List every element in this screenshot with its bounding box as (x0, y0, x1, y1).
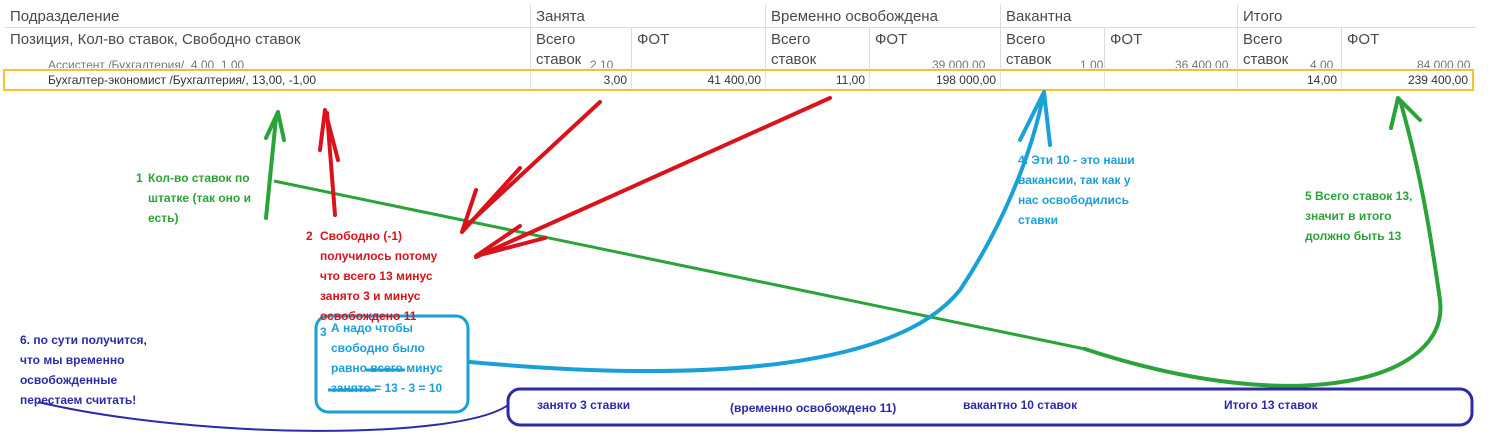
header-temp-total[interactable]: Всего ставок (766, 28, 870, 68)
annotation-3-text: А надо чтобы свободно было равно всего м… (331, 321, 443, 395)
partially-hidden-row-position: Ассистент /Бухгалтерия/, 4,00, 1,00 (48, 58, 245, 68)
header-occupied[interactable]: Занята (531, 5, 766, 28)
cell-temp-total[interactable]: 11,00 (766, 71, 870, 89)
header-subdivision[interactable]: Подразделение (5, 5, 531, 28)
header-sum-fot[interactable]: ФОТ (1347, 31, 1380, 48)
annotation-3-box (314, 314, 470, 414)
cell-vacant-total[interactable] (1001, 71, 1105, 89)
cell-sum-total[interactable]: 14,00 (1238, 71, 1342, 89)
cell-position[interactable]: Бухгалтер-экономист /Бухгалтерия/, 13,00… (5, 71, 531, 89)
annotation-3-number: 3 (320, 325, 327, 339)
annotation-5-text: 5 Всего ставок 13, значит в итого должно… (1305, 189, 1413, 243)
header-occupied-total[interactable]: Всего ставок (531, 28, 632, 68)
header-vacant-fot[interactable]: ФОТ (1105, 28, 1238, 68)
summary-temp-freed: (временно освобождено 11) (730, 401, 897, 415)
arrow-4 (468, 95, 1045, 374)
header-temp-fot[interactable]: ФОТ (870, 28, 1001, 68)
note-6-connector (37, 401, 509, 432)
partially-hidden-row-cell: 39 000,00 (932, 58, 986, 68)
header-occupied-fot[interactable]: ФОТ (632, 28, 766, 68)
header-temporarily-freed[interactable]: Временно освобождена (766, 5, 1001, 28)
summary-occupied: занято 3 ставки (537, 398, 631, 412)
header-total[interactable]: Итого (1238, 5, 1476, 28)
arrow-2-up-head (318, 108, 340, 162)
annotation-2-number: 2 (306, 229, 313, 243)
cell-sum-fot[interactable]: 239 400,00 (1407, 73, 1468, 87)
header-position[interactable]: Позиция, Кол-во ставок, Свободно ставок (5, 28, 531, 68)
summary-vacant: вакантно 10 ставок (963, 398, 1078, 412)
partially-hidden-row-cell: 4,00 (1310, 58, 1334, 68)
arrow-1 (264, 116, 278, 220)
arrow-2-temp-head (474, 224, 547, 258)
annotation-6-text: 6. по сути получится, что мы временно ос… (20, 333, 147, 407)
partially-hidden-row-cell: 36 400,00 (1175, 58, 1229, 68)
cell-vacant-fot[interactable] (1105, 71, 1238, 89)
arrow-5 (1083, 98, 1443, 388)
header-vacant-total[interactable]: Всего ставок (1001, 28, 1105, 68)
annotation-1-text: Кол-во ставок по штатке (так оно и есть) (148, 171, 251, 225)
arrow-1-head (264, 110, 286, 142)
summary-total: Итого 13 ставок (1224, 398, 1318, 412)
partially-hidden-row-cell: 2,10 (590, 58, 614, 68)
partially-hidden-row-cell: 1,00 (1080, 58, 1104, 68)
cell-occupied-total[interactable]: 3,00 (531, 71, 632, 89)
header-vacant[interactable]: Вакантна (1001, 5, 1238, 28)
cell-temp-fot[interactable]: 198 000,00 (870, 71, 1001, 89)
selected-table-row[interactable]: Бухгалтер-экономист /Бухгалтерия/, 13,00… (3, 69, 1474, 91)
arrow-4-head (1018, 90, 1052, 147)
annotation-2-text: Свободно (-1) получилось потому что всег… (320, 229, 438, 323)
arrow-5-head (1389, 96, 1422, 130)
header-sum-total[interactable]: Всего ставок (1238, 28, 1342, 68)
summary-box (506, 387, 1474, 427)
green-connector-line (273, 179, 1086, 351)
cell-occupied-fot[interactable]: 41 400,00 (632, 71, 766, 89)
partially-hidden-row-cell: 84 000,00 (1417, 58, 1471, 68)
annotation-1-number: 1 (136, 171, 143, 185)
annotation-4-text: 4. Эти 10 - это наши вакансии, так как у… (1018, 153, 1135, 227)
arrow-2-temp (474, 96, 832, 259)
arrow-2-occupied-head (460, 166, 522, 234)
